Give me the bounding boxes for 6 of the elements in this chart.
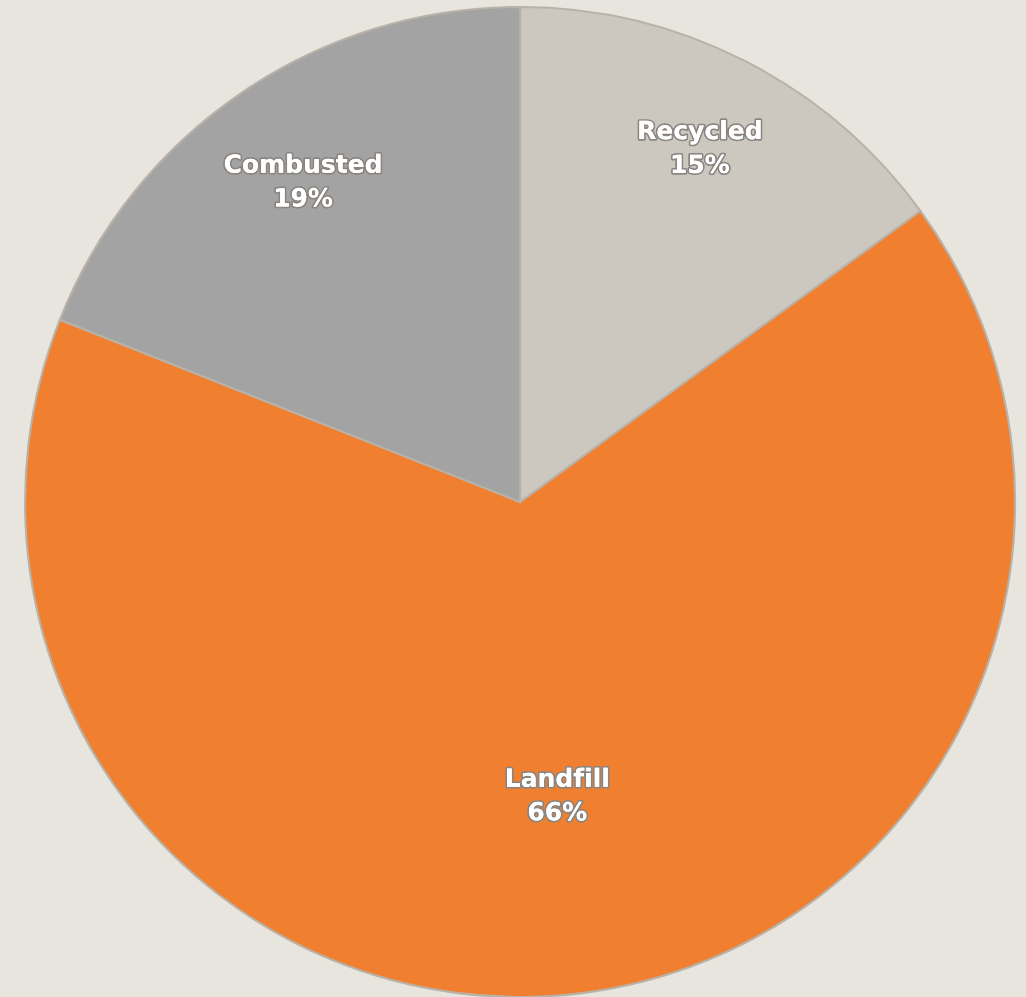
slice-label: Recycled xyxy=(639,120,761,145)
data-label: 19% xyxy=(275,187,333,207)
slice-label: Combusted xyxy=(224,153,381,174)
data-label: 66% xyxy=(528,801,587,821)
data-label: 15% xyxy=(672,154,729,174)
slice-label: Landfill xyxy=(507,767,608,788)
